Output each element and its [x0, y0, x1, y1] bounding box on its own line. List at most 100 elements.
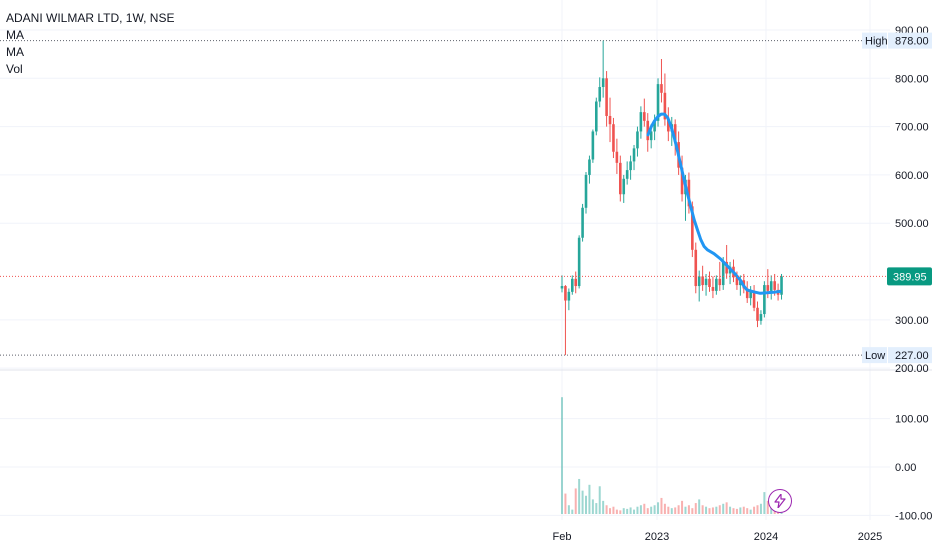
time-tick-label: 2025 [858, 531, 882, 543]
candle-body [636, 131, 639, 149]
candle-body [653, 120, 656, 132]
candle-body [625, 170, 629, 179]
volume-bar [698, 499, 701, 514]
candle-body [718, 278, 722, 286]
volume-bar [564, 493, 567, 514]
lightning-glyph [774, 494, 786, 508]
candle-body [570, 278, 574, 292]
candle-body [615, 151, 619, 163]
price-tick-label: 300.00 [895, 315, 929, 327]
volume-bar [718, 505, 721, 514]
volume-bar [722, 503, 725, 514]
candle-body [639, 112, 643, 132]
candle-body [656, 84, 660, 121]
lightning-bolt-icon[interactable] [768, 489, 792, 513]
volume-bar [687, 505, 690, 514]
chart-title: ADANI WILMAR LTD, 1W, NSE [6, 11, 175, 25]
volume-bar [595, 503, 598, 514]
candle-body [605, 78, 608, 116]
candle-body [721, 261, 725, 286]
legend-ma-1[interactable]: MA [6, 28, 24, 42]
volume-bar [633, 509, 636, 514]
candle-body [687, 179, 691, 207]
legend-ma-2[interactable]: MA [6, 45, 24, 59]
time-axis[interactable]: Feb 2023 2024 2025 [553, 531, 883, 543]
candle-body [680, 167, 684, 195]
high-value-bg [888, 32, 932, 49]
volume-bar [670, 508, 673, 514]
time-tick-label: 2023 [645, 531, 669, 543]
high-label-bg [862, 32, 887, 49]
candle-body [608, 115, 612, 125]
price-tick-label: 200.00 [895, 363, 929, 375]
candle-body [643, 112, 646, 121]
volume-bar [681, 500, 684, 514]
low-label: Low [865, 350, 885, 362]
volume-bar [636, 506, 639, 514]
candle-body [619, 162, 622, 195]
volume-bar [650, 506, 653, 514]
high-low-markers: High Low [0, 32, 888, 364]
time-tick-label: 2024 [754, 531, 778, 543]
candle-body [564, 286, 567, 301]
candle-body [711, 287, 715, 291]
volume-bar [694, 503, 697, 514]
candle-body [697, 276, 701, 287]
last-price-line: 389.95 [0, 267, 932, 286]
price-axis[interactable]: 900.00800.00700.00600.00500.00300.00200.… [888, 25, 932, 522]
volume-bar [735, 508, 738, 514]
volume-bar [759, 503, 762, 514]
price-tick-label: 700.00 [895, 122, 929, 134]
candle-body [632, 148, 636, 162]
volume-bar [732, 508, 735, 514]
volume-bars [561, 397, 783, 514]
candle-body [691, 206, 694, 250]
moving-average [646, 112, 782, 295]
candle-body [667, 119, 670, 132]
volume-bar [591, 499, 594, 514]
candle-body [598, 87, 602, 102]
volume-bar [663, 503, 666, 514]
candle-body [694, 249, 698, 287]
volume-bar [701, 505, 704, 514]
low-value-bg [888, 347, 932, 364]
volume-bar [626, 508, 629, 514]
volume-bar [766, 500, 769, 514]
candle-body [584, 174, 588, 208]
volume-bar [674, 507, 677, 514]
candle-body [649, 131, 653, 141]
volume-tick-label: 0.00 [895, 462, 916, 474]
volume-bar [739, 507, 742, 514]
volume-bar [619, 510, 622, 514]
volume-bar [711, 507, 714, 514]
candle-body [660, 84, 663, 93]
candlesticks [560, 40, 783, 356]
time-tick-label: Feb [553, 531, 572, 543]
candle-body [595, 101, 598, 132]
chart-legend: ADANI WILMAR LTD, 1W, NSE MA MA Vol [6, 10, 174, 78]
candle-body [560, 286, 564, 289]
candle-body [622, 178, 626, 195]
candle-body [759, 314, 763, 321]
volume-bar [585, 495, 588, 514]
candle-body [701, 276, 704, 286]
price-tick-label: 800.00 [895, 73, 929, 85]
candle-body [769, 281, 773, 291]
candle-body [749, 290, 752, 299]
last-price-tag [887, 267, 932, 286]
volume-bar [725, 502, 728, 514]
candle-body [766, 285, 770, 291]
volume-bar [763, 492, 766, 514]
legend-vol[interactable]: Vol [6, 62, 23, 76]
volume-bar [749, 509, 752, 514]
ma-line [646, 112, 782, 295]
volume-bar [578, 478, 581, 514]
low-value: 227.00 [895, 350, 929, 362]
volume-bar [571, 509, 574, 514]
volume-bar [602, 500, 605, 514]
volume-bar [653, 505, 656, 514]
candle-body [745, 288, 749, 299]
volume-tick-label: 100.00 [895, 414, 929, 426]
candle-body [581, 207, 584, 238]
